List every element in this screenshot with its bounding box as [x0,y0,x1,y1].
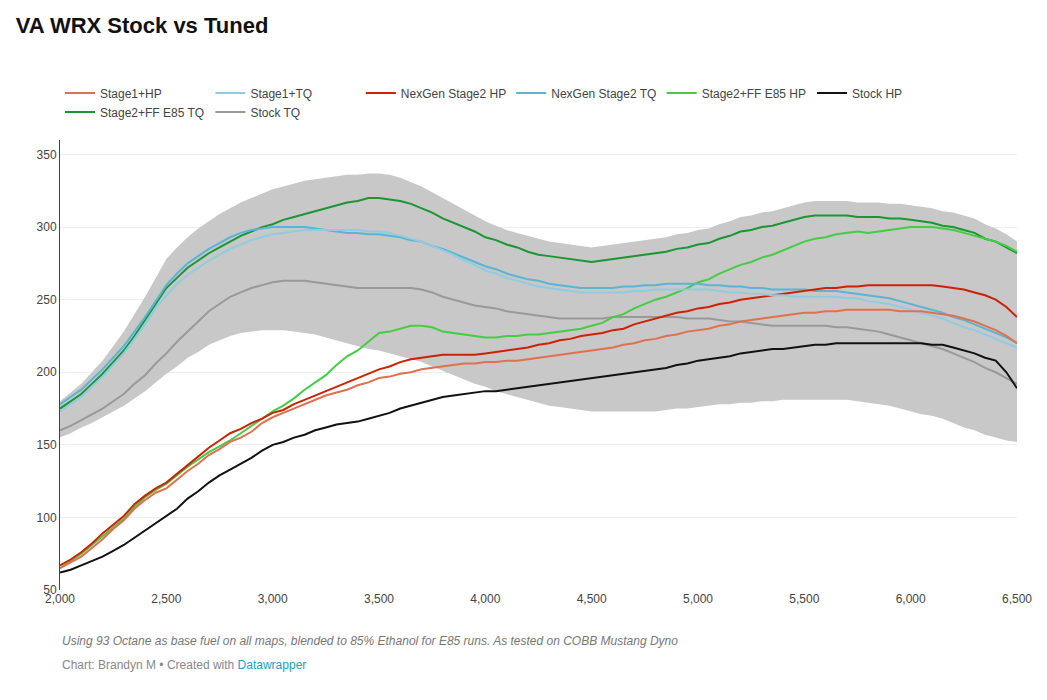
svg-text:5,000: 5,000 [683,592,713,606]
svg-text:100: 100 [37,511,57,525]
svg-text:250: 250 [37,293,57,307]
svg-text:5,500: 5,500 [789,592,819,606]
svg-text:Stage1+TQ: Stage1+TQ [250,87,312,101]
svg-text:Using 93 Octane as base fuel o: Using 93 Octane as base fuel on all maps… [62,634,678,648]
svg-text:Stage2+FF E85 TQ: Stage2+FF E85 TQ [100,106,204,120]
svg-text:NexGen Stage2 HP: NexGen Stage2 HP [401,87,506,101]
svg-text:2,500: 2,500 [151,592,181,606]
svg-text:150: 150 [37,438,57,452]
svg-text:3,500: 3,500 [364,592,394,606]
svg-text:Stage2+FF E85 HP: Stage2+FF E85 HP [702,87,806,101]
svg-text:Stock TQ: Stock TQ [250,106,300,120]
svg-text:4,500: 4,500 [577,592,607,606]
svg-text:300: 300 [37,220,57,234]
svg-text:350: 350 [37,148,57,162]
svg-text:2,000: 2,000 [45,592,75,606]
svg-text:200: 200 [37,365,57,379]
svg-text:Chart: Brandyn M • Created wit: Chart: Brandyn M • Created with Datawrap… [62,658,306,672]
svg-text:6,000: 6,000 [896,592,926,606]
svg-text:Stock HP: Stock HP [852,87,902,101]
svg-text:VA WRX Stock vs Tuned: VA WRX Stock vs Tuned [16,13,269,38]
svg-text:4,000: 4,000 [470,592,500,606]
svg-text:NexGen Stage2 TQ: NexGen Stage2 TQ [551,87,656,101]
svg-text:Stage1+HP: Stage1+HP [100,87,162,101]
svg-text:3,000: 3,000 [258,592,288,606]
svg-text:50: 50 [43,583,57,597]
svg-text:6,500: 6,500 [1002,592,1032,606]
